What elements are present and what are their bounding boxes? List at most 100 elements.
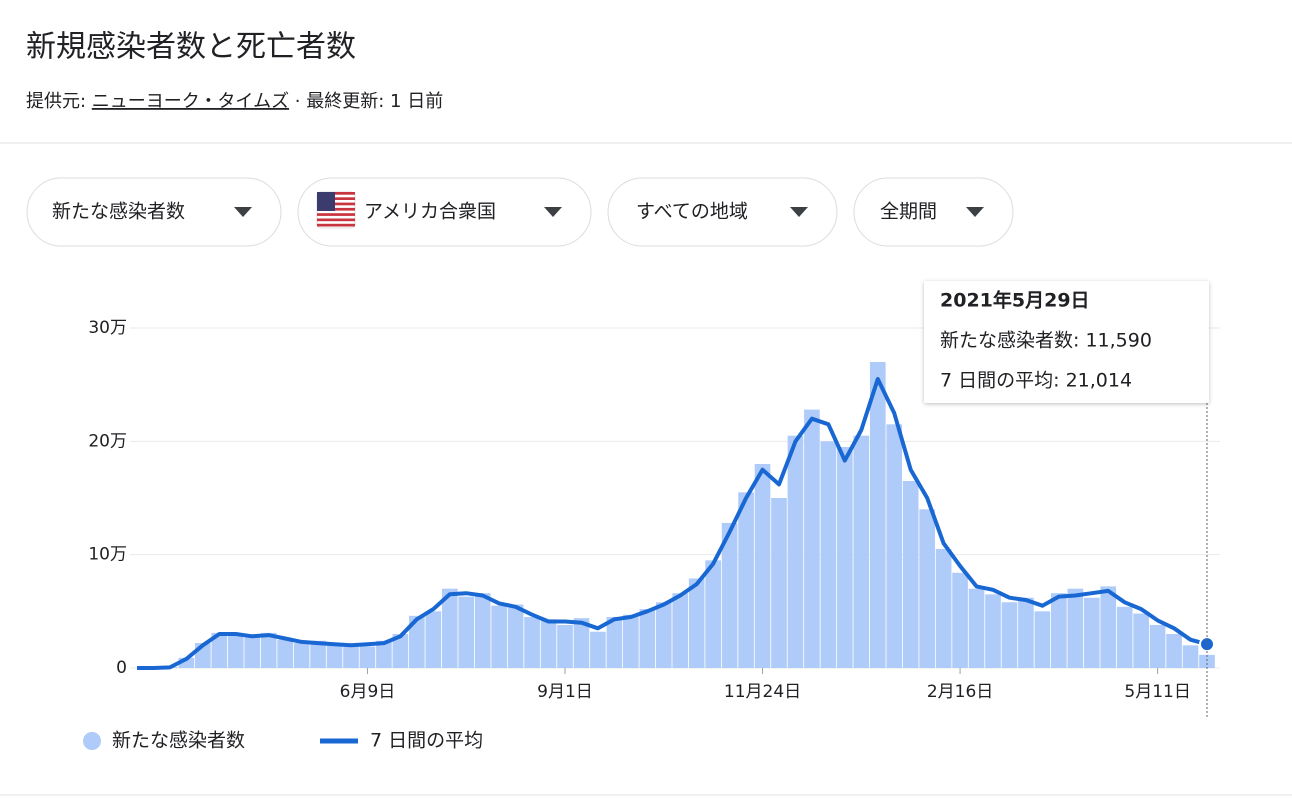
updated: · 最終更新: 1 日前 — [289, 91, 443, 112]
bar — [952, 572, 968, 668]
bar — [1166, 634, 1182, 668]
filter-dropdown[interactable]: すべての地域 — [607, 177, 838, 247]
y-tick-label: 10万 — [88, 545, 127, 565]
source-link[interactable]: ニューヨーク・タイムズ — [92, 91, 289, 112]
flag-stripe — [317, 218, 355, 222]
bar — [260, 632, 277, 668]
tooltip-line: 7 日間の平均: 21,014 — [940, 370, 1132, 392]
flag-stripe — [317, 197, 355, 200]
bar — [178, 657, 195, 668]
bar — [1051, 593, 1067, 668]
bar — [1018, 597, 1034, 668]
bar — [754, 464, 771, 668]
bar — [491, 605, 507, 668]
bar — [820, 441, 837, 668]
bar — [573, 618, 590, 668]
bar — [1116, 606, 1133, 668]
bar — [639, 609, 656, 668]
bar — [968, 588, 985, 668]
flag-icon — [316, 191, 356, 229]
source-label: 提供元: — [26, 91, 92, 112]
x-tick-label: 6月9日 — [340, 682, 396, 702]
y-tick-label: 30万 — [88, 318, 127, 338]
bar — [425, 611, 442, 668]
bar — [557, 624, 573, 668]
legend-item[interactable]: 新たな感染者数 — [83, 730, 245, 752]
bar — [211, 632, 228, 668]
bar — [919, 509, 935, 668]
bar — [1067, 588, 1084, 668]
legend-label: 7 日間の平均 — [370, 730, 483, 752]
bar — [837, 447, 853, 668]
legend-item[interactable]: 7 日間の平均 — [320, 730, 483, 752]
filter-label: 全期間 — [880, 201, 937, 223]
bar — [474, 593, 491, 668]
bar — [1133, 613, 1149, 668]
bar — [606, 617, 623, 668]
bar — [985, 594, 1001, 668]
filter-dropdown[interactable]: 全期間 — [853, 177, 1014, 247]
bar — [227, 635, 244, 668]
flag-stripe — [317, 223, 355, 227]
title: 新規感染者数と死亡者数 — [26, 30, 356, 65]
dropdown-arrow — [234, 207, 252, 217]
flag-stripe — [317, 213, 355, 216]
filters: 新たな感染者数 アメリカ合衆国 すべての地域 全期間 — [26, 177, 1014, 247]
bar — [902, 481, 919, 668]
bar — [343, 644, 359, 668]
pill — [853, 177, 1014, 247]
flag-canton — [317, 192, 335, 211]
bar — [1149, 624, 1166, 668]
bar — [540, 619, 557, 668]
bar — [1100, 586, 1117, 668]
bar — [524, 617, 540, 668]
bar — [1034, 611, 1051, 668]
bar — [869, 362, 886, 668]
y-tick-label: 0 — [116, 658, 127, 678]
pill — [26, 177, 282, 247]
bar — [787, 435, 804, 668]
flag-stripe — [317, 192, 355, 195]
bar — [1001, 602, 1018, 668]
y-tick-label: 20万 — [88, 431, 127, 451]
x-tick-label: 9月1日 — [537, 682, 593, 702]
bar — [688, 578, 705, 668]
dropdown-arrow — [790, 207, 808, 217]
legend-swatch — [83, 732, 101, 750]
subtitle: 提供元: ニューヨーク・タイムズ · 最終更新: 1 日前 — [26, 91, 443, 112]
bar — [804, 409, 820, 668]
bar — [1182, 645, 1199, 668]
bar — [721, 522, 738, 668]
filter-dropdown[interactable]: 新たな感染者数 — [26, 177, 282, 247]
bar — [672, 593, 689, 668]
bar — [1199, 654, 1215, 668]
bar — [590, 631, 606, 668]
dropdown-arrow — [544, 207, 562, 217]
bar — [326, 645, 343, 668]
x-tick-label: 11月24日 — [724, 682, 801, 702]
bar — [771, 498, 787, 668]
filter-dropdown[interactable]: アメリカ合衆国 — [297, 177, 592, 247]
bar — [507, 604, 524, 668]
bar — [655, 602, 672, 668]
legend-label: 新たな感染者数 — [112, 730, 245, 752]
filter-label: アメリカ合衆国 — [364, 201, 496, 223]
dropdown-arrow — [966, 207, 984, 217]
bar — [293, 643, 310, 668]
filter-label: 新たな感染者数 — [52, 201, 185, 223]
x-tick-label: 2月16日 — [927, 682, 993, 702]
bar — [376, 640, 392, 668]
bar — [705, 560, 721, 668]
bar — [359, 646, 376, 668]
bar — [458, 596, 475, 668]
tooltip-box — [924, 281, 1209, 403]
bar — [623, 614, 639, 668]
bar — [277, 639, 293, 668]
tooltip-date: 2021年5月29日 — [940, 289, 1090, 312]
tooltip-line: 新たな感染者数: 11,590 — [940, 330, 1152, 352]
bar — [738, 492, 754, 668]
bar — [441, 588, 458, 668]
